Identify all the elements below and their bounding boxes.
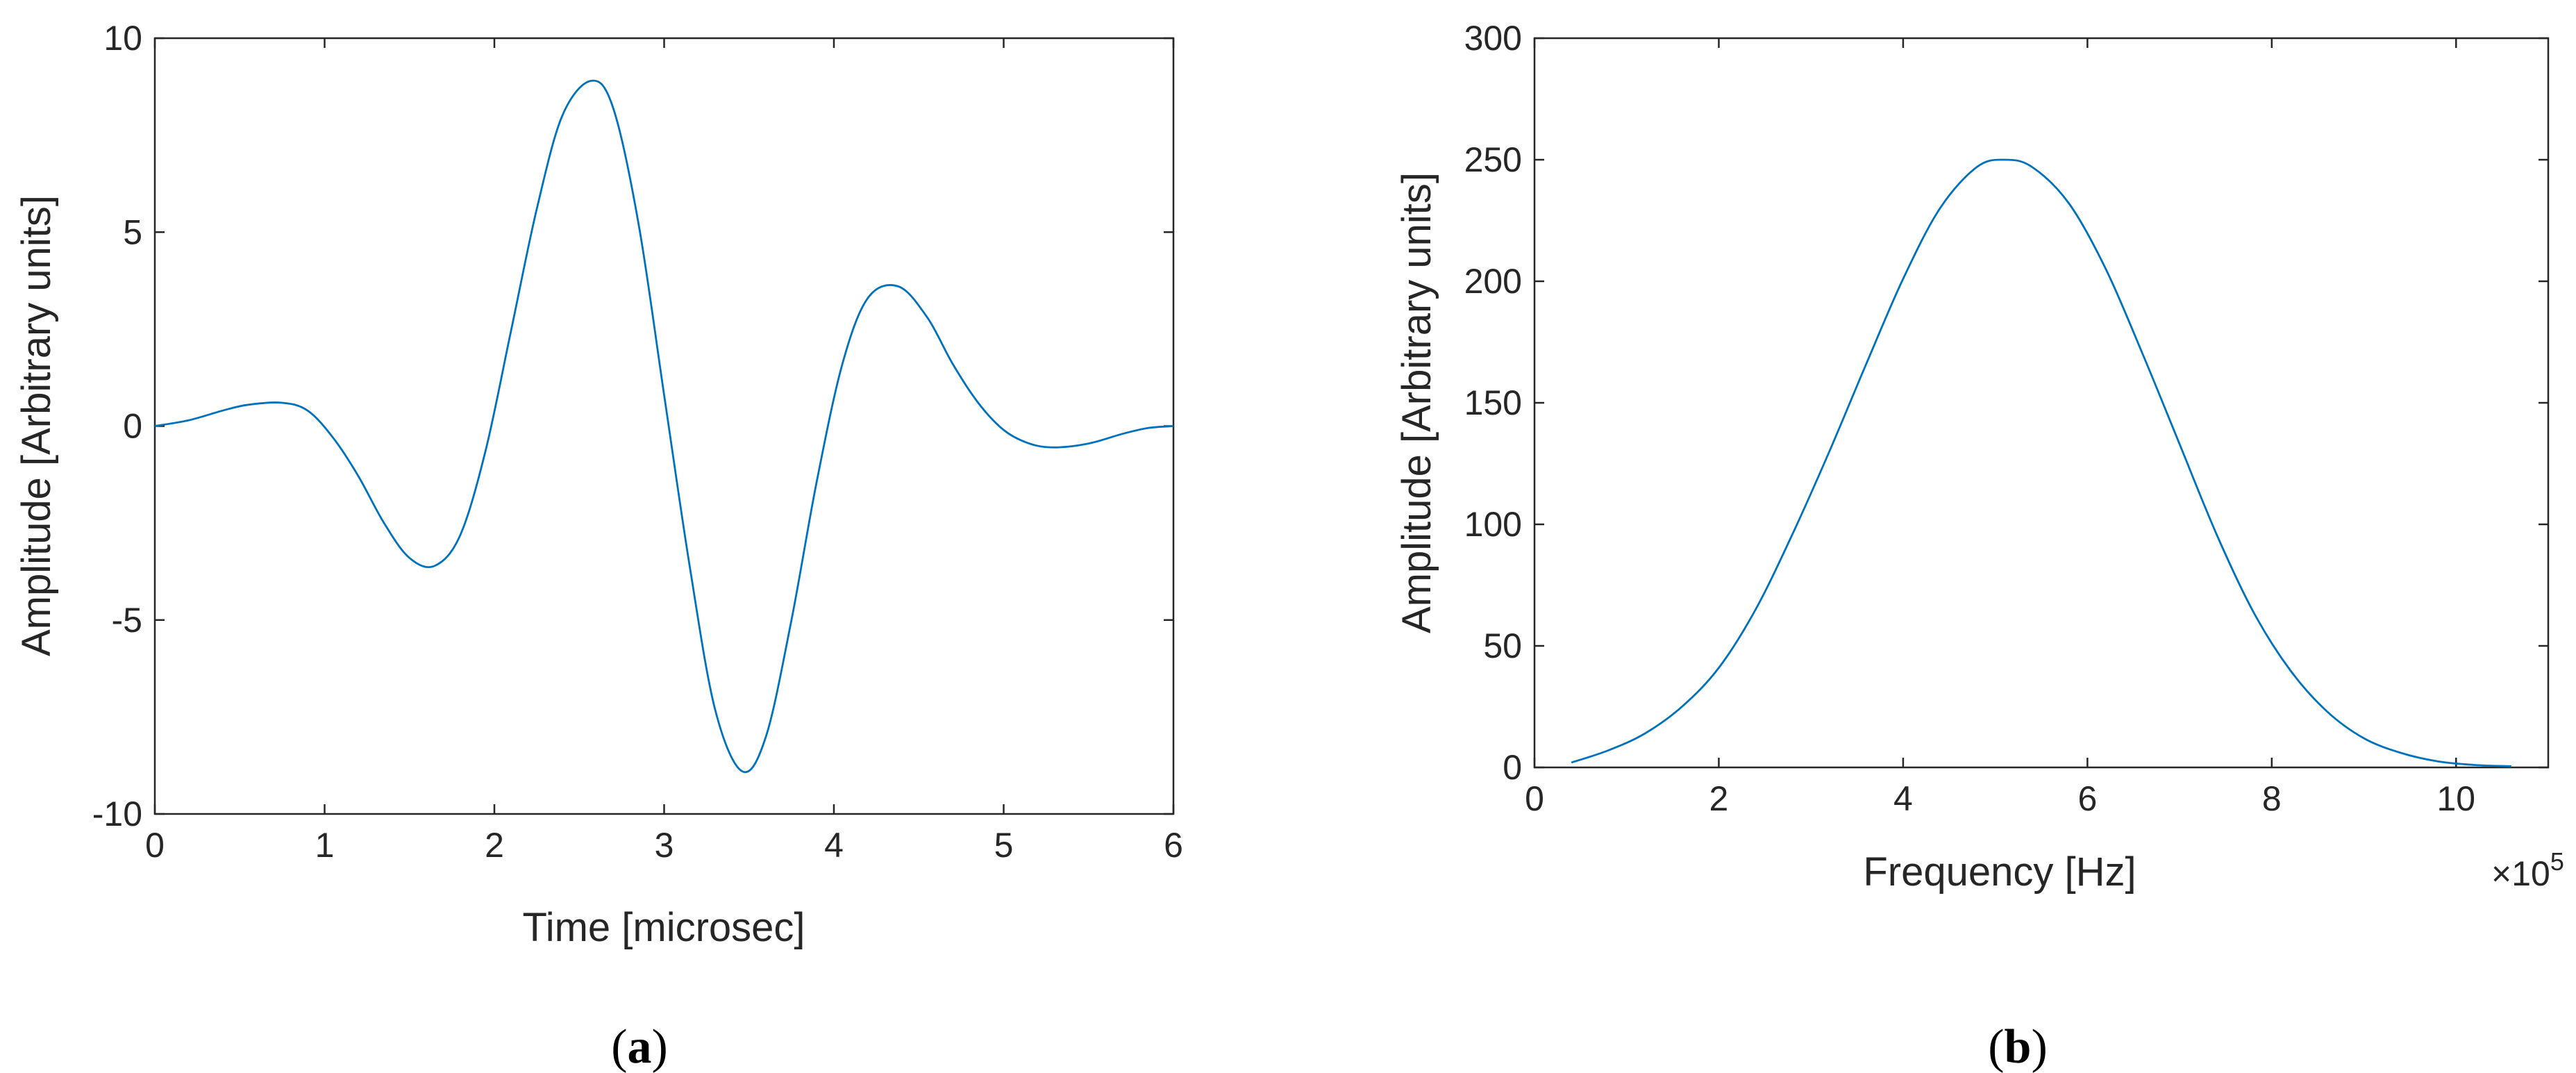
spectrum-line — [1571, 158, 2511, 767]
x-axis-label-a: Time [microsec] — [522, 905, 805, 950]
panel-caption-a: (a) — [611, 1020, 668, 1073]
x-axis-multiplier-exponent: 5 — [2550, 847, 2564, 876]
y-tick-label-b: 200 — [1464, 262, 1522, 301]
y-axis-label-a: Amplitude [Arbitrary units] — [14, 195, 59, 656]
x-tick-label-b: 4 — [1893, 779, 1913, 818]
caption-letter-a: a — [628, 1020, 652, 1073]
x-tick-label-b: 8 — [2262, 779, 2282, 818]
y-tick-label-b: 300 — [1464, 19, 1522, 58]
y-tick-label-a: -5 — [112, 601, 142, 640]
y-tick-label-a: 0 — [123, 407, 142, 446]
x-tick-label-a: 1 — [315, 826, 335, 865]
plot-frame-a — [153, 37, 1175, 815]
y-tick-label-b: 0 — [1503, 748, 1522, 787]
x-tick-label-b: 6 — [2077, 779, 2097, 818]
plot-frame-b — [1533, 37, 2550, 769]
y-tick-label-a: -10 — [92, 795, 142, 833]
x-axis-label-b: Frequency [Hz] — [1863, 849, 2136, 895]
x-tick-label-b: 2 — [1709, 779, 1729, 818]
x-tick-label-a: 4 — [824, 826, 844, 865]
panel-caption-b: (b) — [1988, 1020, 2048, 1073]
y-tick-label-b: 50 — [1483, 626, 1522, 665]
ticks-a: 0 1 2 3 4 5 6 -10 -5 0 5 10 — [92, 19, 1183, 865]
x-tick-label-a: 2 — [485, 826, 504, 865]
y-tick-label-b: 150 — [1464, 383, 1522, 422]
y-axis-label-b: Amplitude [Arbitrary units] — [1394, 172, 1439, 633]
y-tick-label-a: 5 — [123, 213, 142, 251]
y-tick-label-b: 100 — [1464, 505, 1522, 544]
x-tick-label-a: 6 — [1164, 826, 1183, 865]
x-tick-label-a: 5 — [994, 826, 1014, 865]
x-axis-multiplier-base: ×10 — [2491, 854, 2550, 893]
x-axis-multiplier: ×105 — [2491, 847, 2564, 893]
x-tick-label-a: 3 — [655, 826, 674, 865]
x-tick-label-a: 0 — [145, 826, 165, 865]
y-tick-label-b: 250 — [1464, 140, 1522, 179]
x-tick-label-b: 10 — [2436, 779, 2475, 818]
x-tick-label-b: 0 — [1525, 779, 1544, 818]
panel-a: 0 1 2 3 4 5 6 -10 -5 0 5 10 Time [microsec] Amplitu… — [14, 19, 1183, 1073]
caption-letter-b: b — [2005, 1020, 2032, 1073]
y-tick-label-a: 10 — [103, 19, 142, 58]
waveform-line — [154, 79, 1174, 774]
